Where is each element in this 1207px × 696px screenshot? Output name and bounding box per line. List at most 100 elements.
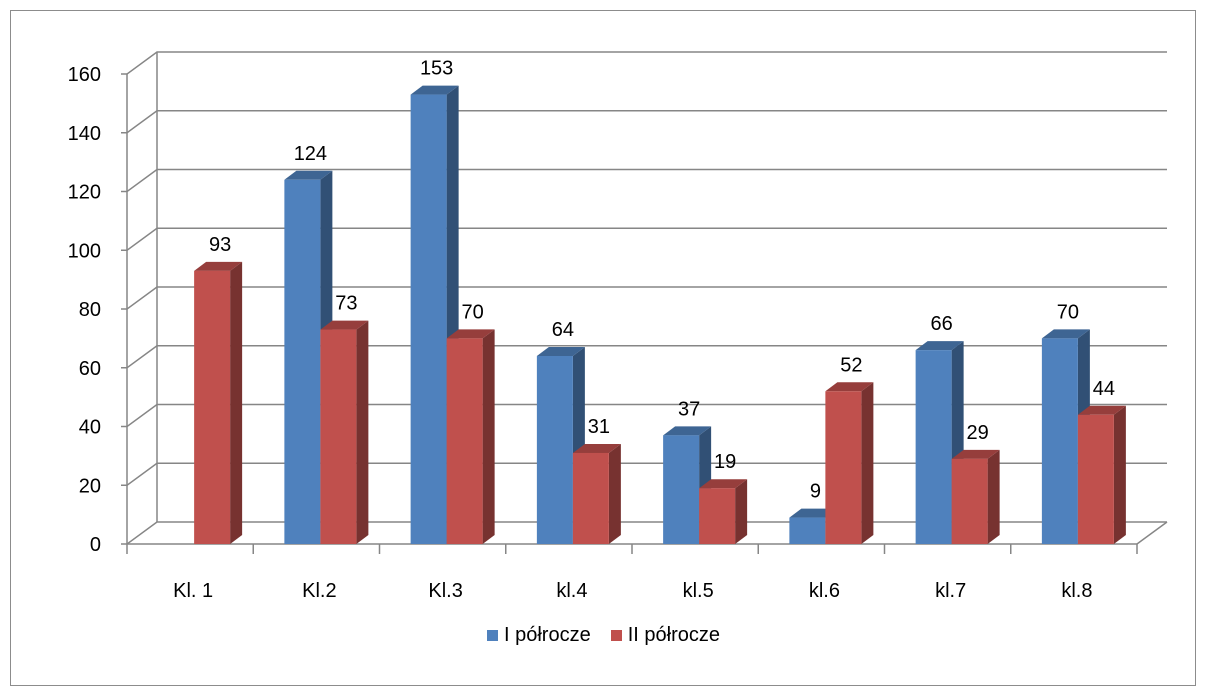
gridline-20: [126, 462, 1167, 486]
bar-front: [1041, 338, 1078, 544]
x-tick-label: kl.8: [1061, 580, 1092, 602]
floor-right-edge: [1136, 521, 1168, 545]
bar-front: [915, 350, 952, 544]
bar-side: [1113, 405, 1126, 544]
bar-front: [410, 94, 447, 544]
x-tick-label: kl.5: [683, 580, 714, 602]
bar-side: [482, 329, 495, 544]
bar: [1041, 329, 1090, 544]
gridline-40: [126, 403, 1167, 428]
axes: [121, 52, 1168, 554]
bar: [699, 479, 748, 544]
bar-front: [536, 356, 573, 544]
gridline-160: [126, 51, 1167, 75]
bar-front: [320, 329, 357, 544]
bar-side: [608, 443, 621, 544]
bar-top: [1041, 329, 1090, 339]
bar-side: [987, 449, 1000, 544]
bar-top: [572, 443, 621, 453]
y-tick-label: 40: [79, 417, 101, 439]
bar-top: [663, 426, 712, 436]
bar-front: [446, 338, 483, 544]
bar: [320, 320, 369, 544]
data-label: 52: [840, 354, 862, 376]
data-label: 29: [967, 422, 989, 444]
bar-front: [1077, 414, 1114, 544]
legend-label-series-1: I półrocze: [504, 624, 591, 646]
bar-front: [951, 458, 988, 544]
bar-top: [1077, 405, 1126, 415]
x-tick-label: Kl. 1: [173, 580, 213, 602]
bar: [951, 449, 1000, 544]
legend-swatch-series-2: [610, 630, 622, 641]
data-label: 70: [462, 301, 484, 323]
bar-side: [230, 261, 243, 544]
gridline-100: [126, 227, 1167, 251]
bar: [572, 443, 621, 544]
y-tick-label: 120: [68, 182, 101, 204]
bar-side: [356, 320, 369, 544]
bar: [194, 261, 243, 544]
bar-front: [194, 270, 231, 544]
legend-item-series-1: I półrocze: [487, 624, 591, 647]
data-labels: 93 124 73 153 70 64 31 37 19 9 52 66 29 70 44: [209, 58, 1115, 503]
data-label: 66: [931, 313, 953, 335]
bar-top: [915, 341, 964, 351]
data-label: 70: [1057, 301, 1079, 323]
bar: [1077, 405, 1126, 544]
bar: [825, 382, 874, 544]
data-label: 124: [294, 143, 327, 165]
bar-top: [410, 85, 459, 95]
bar-top: [536, 347, 585, 356]
data-label: 153: [420, 58, 453, 80]
y-tick-label: 100: [68, 240, 101, 262]
legend-item-series-2: II półrocze: [610, 624, 720, 647]
data-label: 31: [588, 416, 610, 438]
bar-top: [284, 170, 333, 180]
y-tick-label: 160: [68, 64, 101, 86]
bar-side: [861, 382, 874, 544]
gridline-60: [126, 345, 1167, 369]
legend-swatch-series-1: [487, 630, 498, 641]
x-tick-label: Kl.2: [302, 580, 336, 602]
bar-top: [699, 479, 748, 489]
x-tick-label: kl.6: [809, 580, 840, 602]
bar-side: [735, 479, 748, 544]
bar-top: [320, 320, 369, 330]
gridline-140: [126, 110, 1167, 134]
bar-front: [572, 452, 609, 544]
y-tick-label: 20: [79, 475, 101, 497]
y-tick-label: 80: [79, 299, 101, 321]
data-label: 19: [714, 451, 736, 473]
legend: I półrocze II półrocze: [0, 624, 1207, 647]
data-label: 64: [552, 319, 574, 341]
gridline-80: [126, 286, 1167, 310]
bar-top: [825, 382, 874, 392]
data-label: 73: [335, 293, 357, 315]
bar-front: [825, 391, 862, 544]
gridline-0: [126, 521, 1167, 545]
y-tick-label: 0: [90, 534, 101, 556]
bar-top: [446, 329, 495, 339]
data-label: 9: [810, 481, 821, 503]
bar-front: [284, 179, 321, 544]
data-label: 44: [1093, 378, 1115, 400]
bar-top: [194, 261, 243, 271]
bar-front: [663, 435, 700, 544]
gridline-120: [126, 168, 1167, 193]
tick-labels: 0 20 40 60 80 100 120 140 160 Kl. 1 Kl.2 Kl.3 kl.4 kl…: [68, 64, 1093, 602]
y-tick-label: 140: [68, 123, 101, 145]
gridlines: [126, 51, 1167, 545]
bars: [194, 85, 1126, 544]
bar-front: [789, 517, 826, 544]
bar-front: [699, 488, 736, 544]
x-tick-label: Kl.3: [428, 580, 462, 602]
data-label: 37: [678, 398, 700, 420]
x-tick-label: kl.4: [556, 580, 587, 602]
bar: [446, 329, 495, 544]
x-tick-label: kl.7: [935, 580, 966, 602]
data-label: 93: [209, 234, 231, 256]
legend-label-series-2: II półrocze: [627, 624, 720, 646]
y-tick-label: 60: [79, 358, 101, 380]
